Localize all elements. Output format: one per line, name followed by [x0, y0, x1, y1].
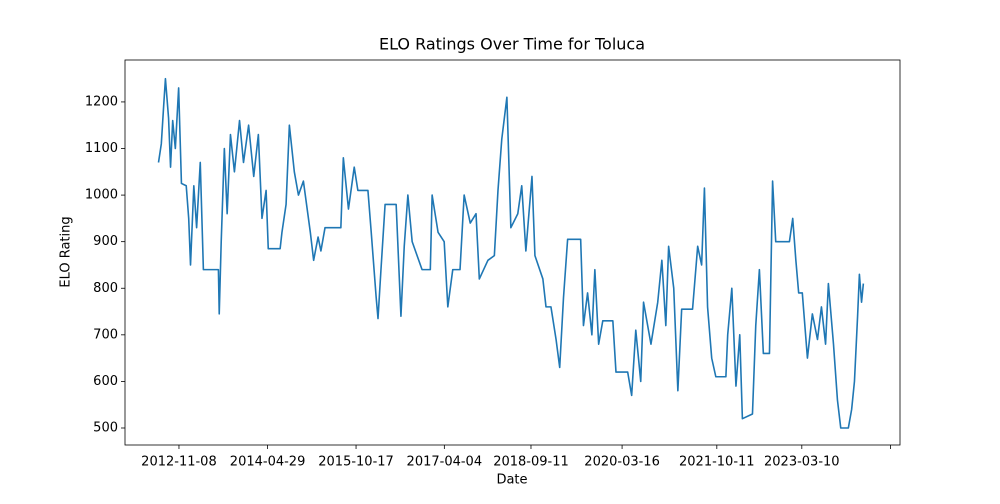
x-tick-label: 2012-11-08 [141, 455, 217, 470]
x-tick-label: 2014-04-29 [230, 455, 306, 470]
y-tick-label: 1100 [85, 141, 118, 156]
plot-frame [124, 59, 901, 446]
x-axis-label: Date [496, 473, 527, 488]
x-tick-label: 2017-04-04 [407, 455, 483, 470]
y-tick-label: 1200 [85, 94, 118, 109]
line [157, 77, 865, 429]
y-tick-label: 900 [93, 234, 118, 249]
chart-title: ELO Ratings Over Time for Toluca [379, 35, 645, 54]
y-tick-label: 1000 [85, 188, 118, 203]
x-tick-label: 2023-03-10 [764, 455, 840, 470]
x-tick-label: 2021-10-11 [679, 455, 755, 470]
y-tick-label: 600 [93, 374, 118, 389]
x-tick-label: 2020-03-16 [584, 455, 660, 470]
y-tick-label: 500 [93, 420, 118, 435]
y-tick-label: 800 [93, 281, 118, 296]
x-tick-label: 2018-09-11 [493, 455, 569, 470]
y-tick-label: 700 [93, 327, 118, 342]
x-tick-label: 2015-10-17 [318, 455, 394, 470]
y-axis-label: ELO Rating [59, 216, 74, 287]
